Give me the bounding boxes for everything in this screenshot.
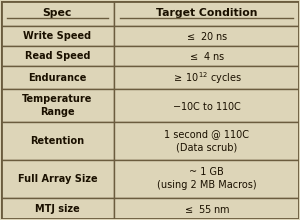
Bar bbox=[114, 46, 299, 66]
Bar bbox=[114, 1, 299, 26]
Text: $-$10C to 110C: $-$10C to 110C bbox=[172, 100, 242, 112]
Text: Endurance: Endurance bbox=[28, 73, 87, 83]
Text: $\geq\,10^{12}$ cycles: $\geq\,10^{12}$ cycles bbox=[172, 70, 242, 86]
Text: $\leq$ 55 nm: $\leq$ 55 nm bbox=[183, 203, 230, 214]
Bar bbox=[114, 26, 299, 46]
Text: 1 second @ 110C
(Data scrub): 1 second @ 110C (Data scrub) bbox=[164, 129, 249, 152]
Text: $\leq$ 4 ns: $\leq$ 4 ns bbox=[188, 50, 225, 62]
Bar bbox=[1, 66, 114, 89]
Bar bbox=[114, 160, 299, 198]
Text: MTJ size: MTJ size bbox=[35, 204, 80, 214]
Bar bbox=[1, 26, 114, 46]
Bar bbox=[1, 1, 114, 26]
Bar bbox=[1, 89, 114, 122]
Bar bbox=[1, 46, 114, 66]
Bar bbox=[1, 122, 114, 160]
Bar bbox=[114, 198, 299, 219]
Bar bbox=[1, 198, 114, 219]
Bar bbox=[1, 160, 114, 198]
Text: Target Condition: Target Condition bbox=[156, 8, 257, 18]
Text: Full Array Size: Full Array Size bbox=[18, 174, 97, 184]
Bar bbox=[114, 66, 299, 89]
Text: ~ 1 GB
(using 2 MB Macros): ~ 1 GB (using 2 MB Macros) bbox=[157, 167, 256, 191]
Text: Write Speed: Write Speed bbox=[23, 31, 92, 41]
Text: Spec: Spec bbox=[43, 8, 72, 18]
Text: $\leq$ 20 ns: $\leq$ 20 ns bbox=[185, 30, 228, 42]
Text: Read Speed: Read Speed bbox=[25, 51, 90, 61]
Bar bbox=[114, 122, 299, 160]
Bar bbox=[114, 89, 299, 122]
Text: Retention: Retention bbox=[30, 136, 85, 146]
Text: Temperature
Range: Temperature Range bbox=[22, 94, 93, 117]
